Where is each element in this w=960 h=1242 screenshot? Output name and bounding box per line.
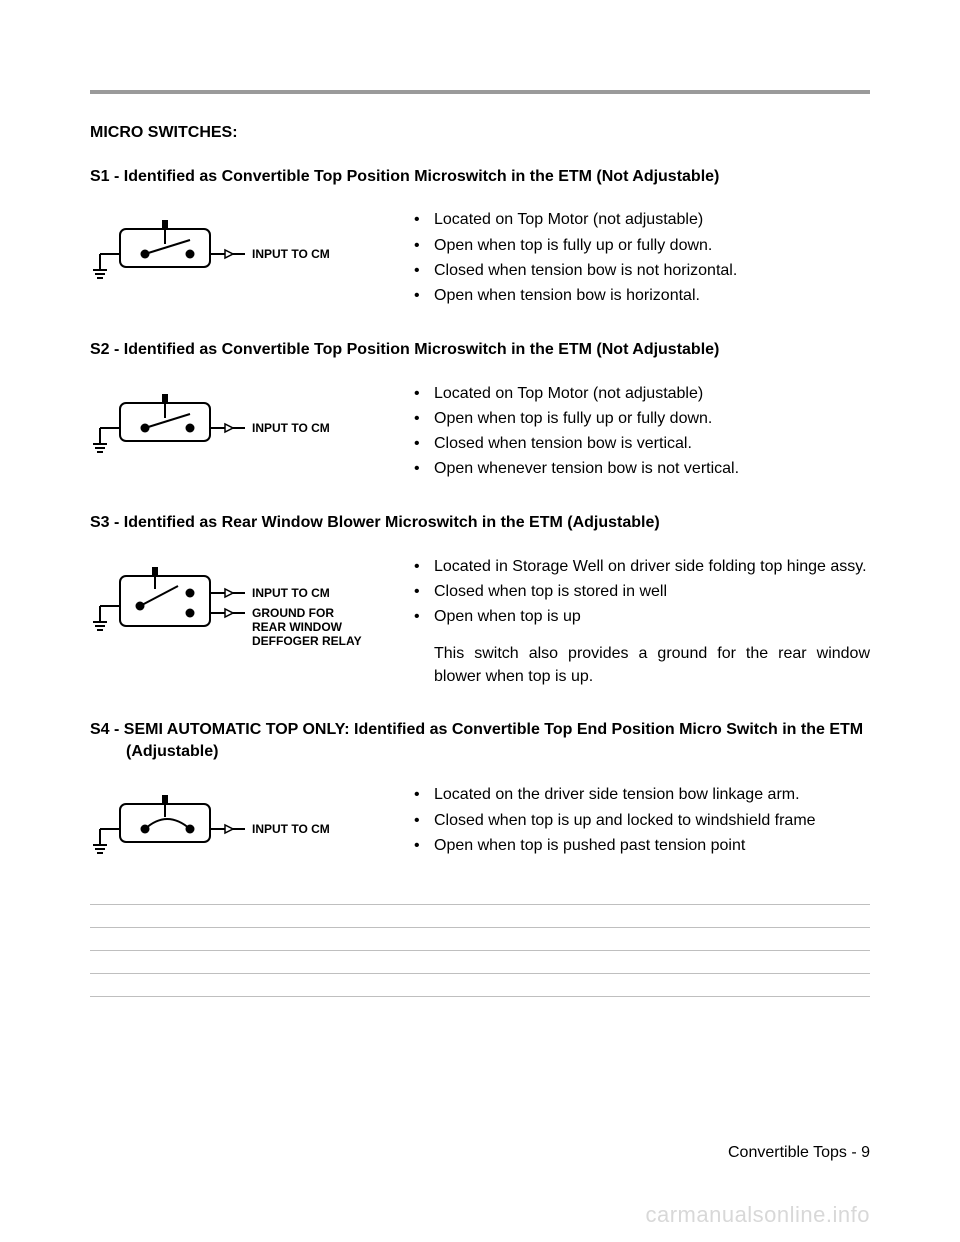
switch-s2-prefix: S2 -	[90, 341, 124, 358]
switch-s3-bullets: Located in Storage Well on driver side f…	[410, 555, 870, 689]
list-item: Closed when tension bow is not horizonta…	[410, 259, 870, 282]
switch-s1-heading-text: Identified as Convertible Top Position M…	[124, 168, 720, 185]
list-item: Located on the driver side tension bow l…	[410, 783, 870, 806]
note-line	[90, 973, 870, 974]
switch-s1-heading: S1 - Identified as Convertible Top Posit…	[90, 166, 870, 188]
list-item: Located on Top Motor (not adjustable)	[410, 382, 870, 405]
switch-s3: S3 - Identified as Rear Window Blower Mi…	[90, 512, 870, 688]
list-item: Located on Top Motor (not adjustable)	[410, 208, 870, 231]
s3-label2a: GROUND FOR	[252, 606, 334, 620]
header-rule	[90, 90, 870, 94]
switch-s4-bullets: Located on the driver side tension bow l…	[410, 783, 870, 859]
switch-s3-heading-text: Identified as Rear Window Blower Microsw…	[124, 514, 660, 531]
switch-s2-bullets: Located on Top Motor (not adjustable) Op…	[410, 382, 870, 483]
switch-s4-prefix: S4 -	[90, 721, 124, 738]
switch-s1-diagram: INPUT TO CM	[90, 208, 390, 299]
note-lines	[90, 904, 870, 997]
note-line	[90, 927, 870, 928]
switch-s4-heading: S4 - SEMI AUTOMATIC TOP ONLY: Identified…	[90, 719, 870, 764]
section-title: MICRO SWITCHES:	[90, 124, 870, 142]
page-footer: Convertible Tops - 9	[728, 1144, 870, 1162]
switch-s2-diagram: INPUT TO CM	[90, 382, 390, 473]
s3-label2b: REAR WINDOW	[252, 620, 343, 634]
list-item: Closed when tension bow is vertical.	[410, 432, 870, 455]
switch-s1-prefix: S1 -	[90, 168, 124, 185]
watermark: carmanualsonline.info	[645, 1202, 870, 1228]
s3-label1: INPUT TO CM	[252, 586, 330, 600]
s2-label1: INPUT TO CM	[252, 421, 330, 435]
s1-label1: INPUT TO CM	[252, 247, 330, 261]
switch-s4-heading-text: SEMI AUTOMATIC TOP ONLY: Identified as C…	[124, 721, 863, 760]
list-item: Open when tension bow is horizontal.	[410, 284, 870, 307]
switch-s4: S4 - SEMI AUTOMATIC TOP ONLY: Identified…	[90, 719, 870, 875]
s4-label1: INPUT TO CM	[252, 822, 330, 836]
list-item: Open when top is fully up or fully down.	[410, 234, 870, 257]
list-item: Open whenever tension bow is not vertica…	[410, 457, 870, 480]
list-item: Open when top is up	[410, 605, 870, 628]
switch-s1: S1 - Identified as Convertible Top Posit…	[90, 166, 870, 309]
switch-s3-diagram: INPUT TO CM GROUND FOR REAR WINDOW DEFFO…	[90, 555, 390, 676]
list-item: Open when top is fully up or fully down.	[410, 407, 870, 430]
list-item: Closed when top is stored in well	[410, 580, 870, 603]
note-line	[90, 950, 870, 951]
switch-s3-heading: S3 - Identified as Rear Window Blower Mi…	[90, 512, 870, 534]
list-item: Closed when top is up and locked to wind…	[410, 809, 870, 832]
s3-label2c: DEFFOGER RELAY	[252, 634, 362, 648]
list-item: Open when top is pushed past tension poi…	[410, 834, 870, 857]
switch-s2-heading-text: Identified as Convertible Top Position M…	[124, 341, 720, 358]
note-line	[90, 996, 870, 997]
switch-s2: S2 - Identified as Convertible Top Posit…	[90, 339, 870, 482]
list-item: Located in Storage Well on driver side f…	[410, 555, 870, 578]
switch-s4-diagram: INPUT TO CM	[90, 783, 390, 874]
note-line	[90, 904, 870, 905]
switch-s3-prefix: S3 -	[90, 514, 124, 531]
switch-s2-heading: S2 - Identified as Convertible Top Posit…	[90, 339, 870, 361]
switch-s3-extra: This switch also provides a ground for t…	[410, 642, 870, 688]
switch-s1-bullets: Located on Top Motor (not adjustable) Op…	[410, 208, 870, 309]
